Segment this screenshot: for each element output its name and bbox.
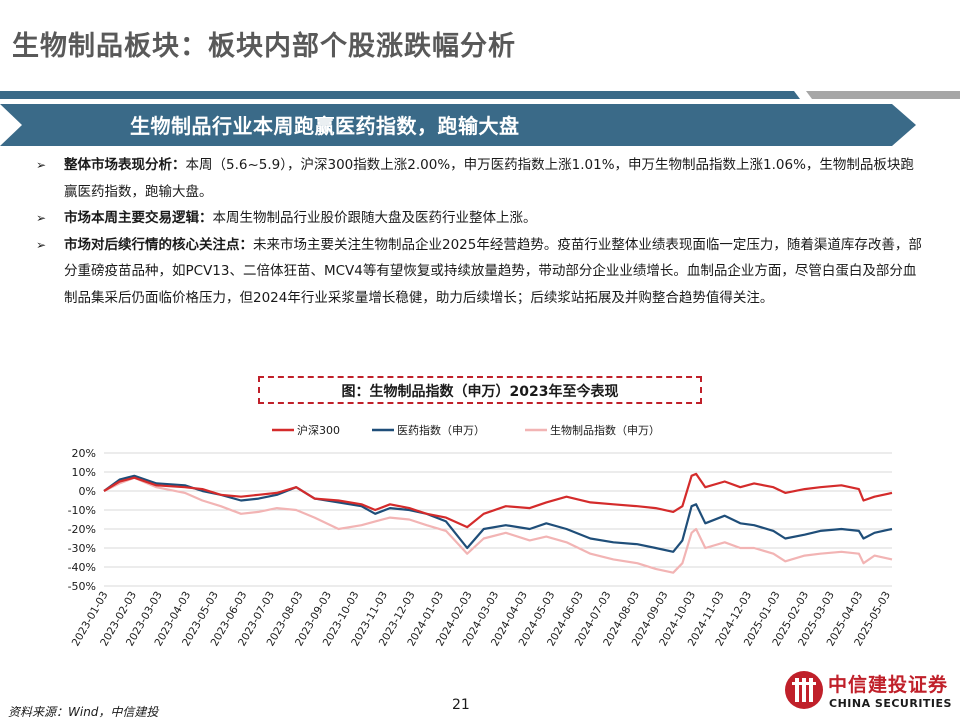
arrow-bullet-icon: ➢ <box>36 237 47 252</box>
y-tick-label: 20% <box>72 447 96 460</box>
y-tick-label: 0% <box>79 485 96 498</box>
series-line <box>103 474 893 553</box>
source-note: 资料来源：Wind，中信建投 <box>8 705 159 719</box>
page-number: 21 <box>452 697 470 713</box>
legend-label: 沪深300 <box>297 423 340 437</box>
bullet-text: 本周生物制品行业股价跟随大盘及医药行业整体上涨。 <box>212 210 537 226</box>
y-tick-label: 10% <box>72 466 96 479</box>
series-line <box>103 472 893 529</box>
bullet-text: 本周（5.6~5.9），沪深300指数上涨2.00%，申万医药指数上涨1.01%… <box>64 157 914 200</box>
bullet-item: ➢ 整体市场表现分析：本周（5.6~5.9），沪深300指数上涨2.00%，申万… <box>36 152 926 205</box>
legend-label: 医药指数（申万） <box>397 423 485 437</box>
bullet-list: ➢ 整体市场表现分析：本周（5.6~5.9），沪深300指数上涨2.00%，申万… <box>36 152 926 311</box>
title-divider <box>0 91 960 99</box>
arrow-bullet-icon: ➢ <box>36 211 47 225</box>
bullet-lead: 市场本周主要交易逻辑： <box>64 210 213 226</box>
bullet-item: ➢ 市场本周主要交易逻辑：本周生物制品行业股价跟随大盘及医药行业整体上涨。 <box>36 205 926 232</box>
logo-text-cn: 中信建投证券 <box>828 674 949 696</box>
arrow-bullet-icon: ➢ <box>36 158 47 172</box>
chart-title-frame <box>258 376 702 404</box>
y-tick-label: -10% <box>68 504 96 517</box>
y-tick-label: -50% <box>68 580 96 593</box>
chart-title: 图：生物制品指数（申万）2023年至今表现 <box>341 384 619 400</box>
y-tick-label: -40% <box>68 561 96 574</box>
legend-label: 生物制品指数（申万） <box>550 423 660 437</box>
line-chart: 20%10%0%-10%-20%-30%-40%-50%2023-01-0320… <box>68 423 894 648</box>
y-tick-label: -20% <box>68 523 96 536</box>
series-line <box>103 476 893 574</box>
logo-text-en: CHINA SECURITIES <box>829 697 952 710</box>
bullet-lead: 整体市场表现分析： <box>64 157 186 173</box>
bullet-text: 未来市场主要关注生物制品企业2025年经营趋势。疫苗行业整体业绩表现面临一定压力… <box>64 236 922 306</box>
page-title: 生物制品板块：板块内部个股涨跌幅分析 <box>12 31 516 62</box>
banner-shape <box>0 104 916 146</box>
citic-logo-icon <box>785 671 823 709</box>
bullet-lead: 市场对后续行情的核心关注点： <box>64 236 253 253</box>
bullet-item: ➢ 市场对后续行情的核心关注点：未来市场主要关注生物制品企业2025年经营趋势。… <box>36 232 926 312</box>
section-banner <box>0 104 916 146</box>
banner-text: 生物制品行业本周跑赢医药指数，跑输大盘 <box>130 114 520 138</box>
y-tick-label: -30% <box>68 542 96 555</box>
